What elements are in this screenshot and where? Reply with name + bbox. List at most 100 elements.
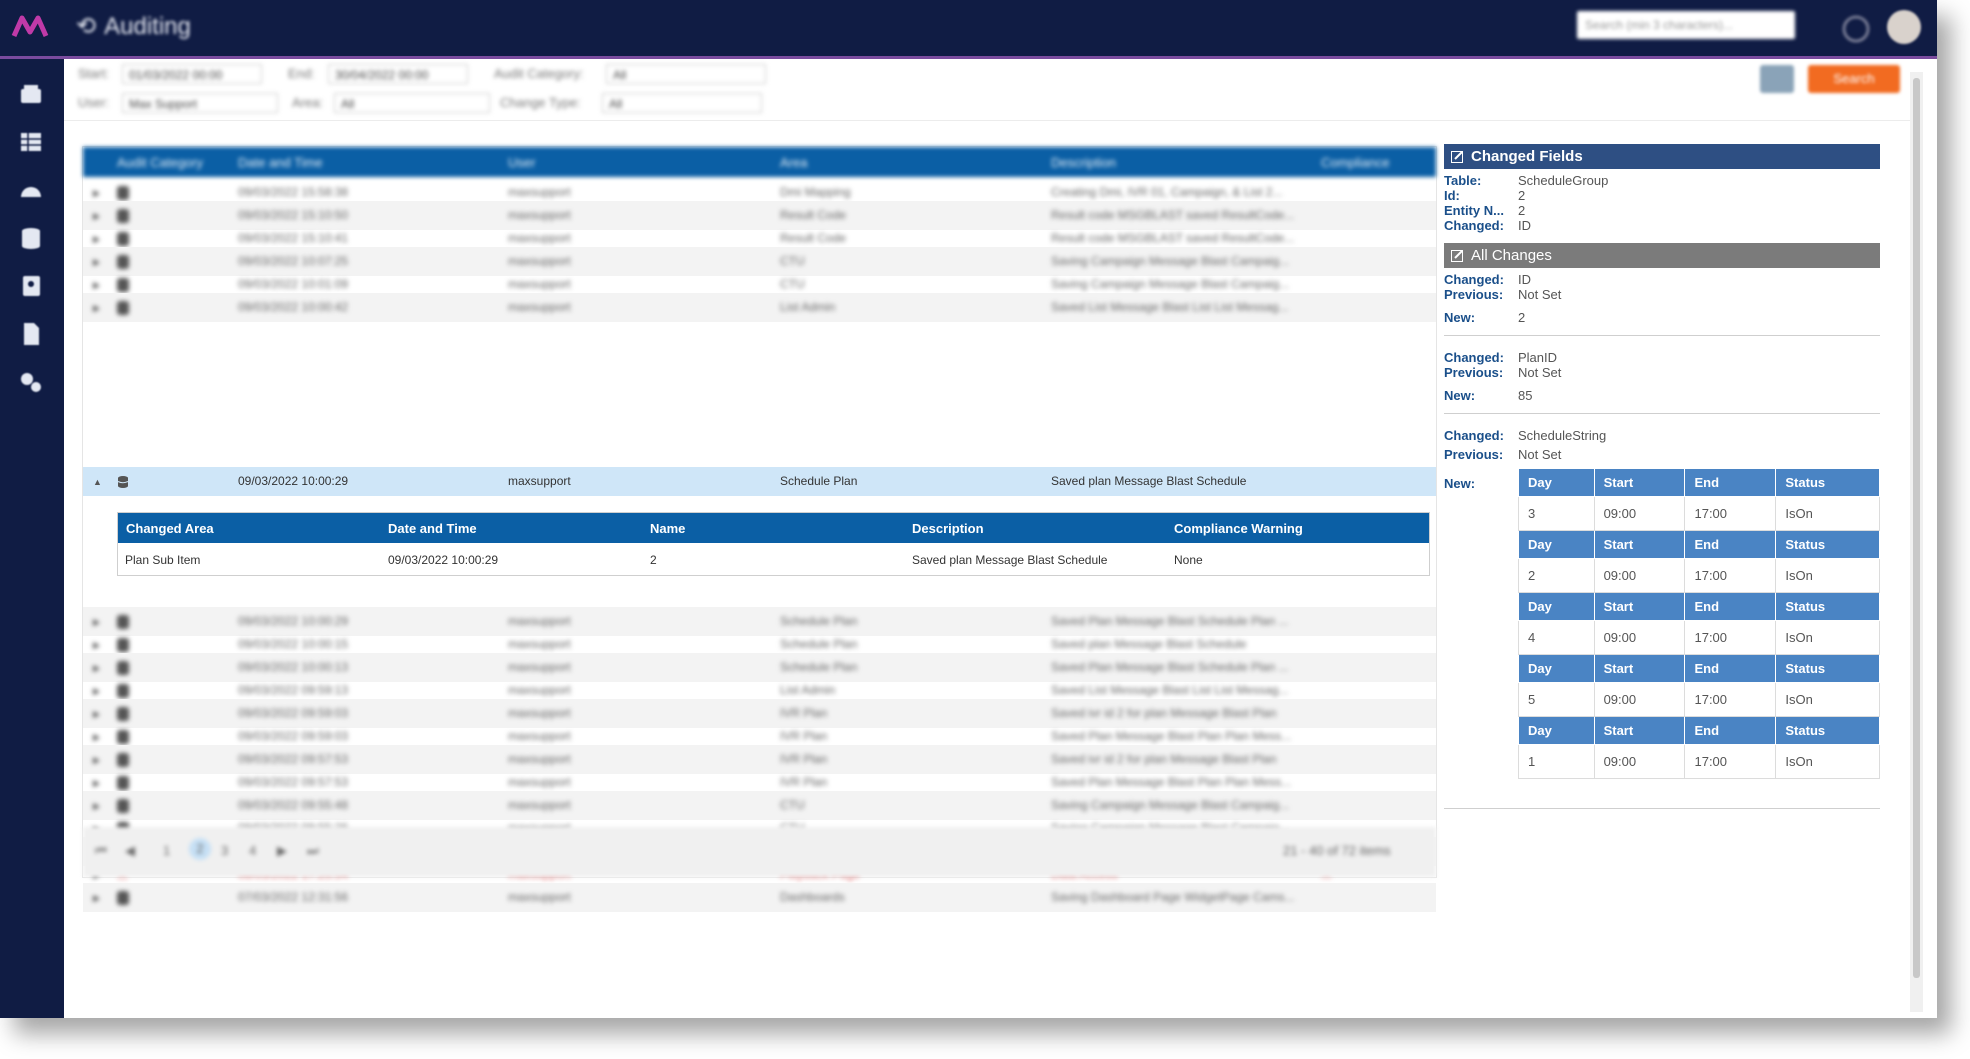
area-select[interactable]: All (334, 93, 490, 113)
table-row[interactable]: ▶ 09/03/2022 15:10:41 maxsupport Result Cod… (83, 224, 1436, 253)
database-icon (117, 661, 129, 675)
database-icon[interactable] (18, 225, 44, 251)
schedule-cell: 09:00 (1593, 620, 1686, 655)
col-header-description[interactable]: Description (1051, 155, 1117, 170)
cell-date: 09/03/2022 10:00:29 (238, 614, 349, 628)
expand-arrow-icon[interactable]: ▶ (93, 211, 100, 221)
column-menu-button[interactable] (1760, 65, 1794, 93)
table-row[interactable]: ▶ 09/03/2022 09:55:48 maxsupport CTU Saving … (83, 791, 1436, 820)
expand-arrow-icon[interactable]: ▶ (93, 663, 100, 673)
cell-date: 09/03/2022 15:10:41 (238, 231, 349, 245)
table-row[interactable]: ▶ 09/03/2022 09:59:13 maxsupport List Admin… (83, 676, 1436, 705)
schedule-header-row: Day Start End Status (1518, 592, 1880, 621)
cell-area: List Admin (780, 683, 836, 697)
kv-new: New: 2 (1444, 308, 1880, 325)
cell-area: Schedule Plan (780, 660, 858, 674)
vertical-scrollbar[interactable] (1910, 72, 1923, 1012)
page-4[interactable]: 4 (249, 843, 257, 858)
table-row-cells: ▶ 09/03/2022 10:00:13 maxsupport Schedule P… (83, 653, 1436, 682)
expand-arrow-icon[interactable]: ▶ (93, 257, 100, 267)
prev-page-icon[interactable]: ◀ (125, 843, 135, 858)
document-icon[interactable] (18, 321, 44, 347)
expand-arrow-icon[interactable]: ▶ (93, 778, 100, 788)
expand-arrow-icon[interactable]: ▶ (93, 732, 100, 742)
database-icon (117, 799, 129, 813)
expand-arrow-icon[interactable]: ▶ (93, 893, 100, 903)
expand-arrow-icon[interactable]: ▶ (93, 755, 100, 765)
expand-arrow-icon[interactable]: ▶ (93, 617, 100, 627)
expand-arrow-icon[interactable]: ▶ (93, 709, 100, 719)
table-row[interactable]: ▶ 09/03/2022 15:58:38 maxsupport Dmi Mappin… (83, 178, 1436, 207)
search-button[interactable]: Search (1808, 65, 1900, 93)
collapse-arrow-icon[interactable]: ▲ (93, 477, 102, 487)
last-page-icon[interactable]: ⏭ (307, 843, 319, 858)
table-row[interactable]: ▶ 09/03/2022 09:57:53 maxsupport IVR Plan Sa… (83, 745, 1436, 774)
table-row[interactable]: ▶ 09/03/2022 09:57:53 maxsupport IVR Plan Sa… (83, 768, 1436, 797)
cell-area: CTU (780, 798, 805, 812)
expand-arrow-icon[interactable]: ▶ (93, 280, 100, 290)
col-header-date-time[interactable]: Date and Time (238, 155, 323, 170)
database-icon (117, 707, 129, 721)
settings-gears-icon[interactable] (18, 369, 44, 395)
first-page-icon[interactable]: ⏮ (95, 843, 107, 858)
table-row[interactable]: ▶ 09/03/2022 10:00:29 maxsupport Schedule P… (83, 607, 1436, 636)
separator (1444, 335, 1880, 336)
change-type-select[interactable]: All (602, 93, 762, 113)
table-row[interactable]: ▶ 09/03/2022 10:00:42 maxsupport List Admin… (83, 293, 1436, 322)
table-row[interactable]: ▶ 09/03/2022 09:59:03 maxsupport IVR Plan Sa… (83, 699, 1436, 728)
schedule-header-row: Day Start End Status (1518, 716, 1880, 745)
avatar[interactable] (1887, 10, 1921, 44)
audit-category-label: Audit Category: (494, 66, 584, 81)
table-row-cells: ▶ 09/03/2022 15:10:50 maxsupport Result Cod… (83, 201, 1436, 230)
scrollbar-thumb[interactable] (1913, 78, 1920, 978)
table-row-selected[interactable]: ▲ 09/03/2022 10:00:29 maxsupport Schedul… (83, 467, 1436, 496)
table-row[interactable]: ▶ 09/03/2022 09:59:03 maxsupport IVR Plan Sa… (83, 722, 1436, 751)
cell-description: Saved ivr id 2 for plan Message Blast Pl… (1051, 752, 1277, 766)
schedule-row: 3 09:00 17:00 IsOn (1518, 496, 1880, 531)
page-1[interactable]: 1 (163, 843, 171, 858)
schedule-cell: 17:00 (1684, 558, 1777, 593)
schedule-header-cell: Start (1593, 530, 1686, 559)
page-3[interactable]: 3 (221, 843, 229, 858)
global-search-input[interactable]: Search (min 3 characters)... (1577, 11, 1795, 39)
changed-fields-list: Table: ScheduleGroup Id: 2 Entity N... 2 Chang… (1444, 169, 1880, 233)
expand-arrow-icon[interactable]: ▶ (93, 234, 100, 244)
start-date-input[interactable]: 01/03/2022 00:00 (122, 64, 262, 84)
home-icon[interactable] (18, 81, 44, 107)
table-row[interactable]: ▶ 09/03/2022 10:07:25 maxsupport CTU Saving … (83, 247, 1436, 276)
help-icon[interactable] (1843, 16, 1869, 42)
col-header-user[interactable]: User (508, 155, 536, 170)
expand-arrow-icon[interactable]: ▶ (93, 801, 100, 811)
next-page-icon[interactable]: ▶ (277, 843, 287, 858)
contacts-icon[interactable] (18, 273, 44, 299)
cell-date: 09/03/2022 09:57:53 (238, 752, 349, 766)
col-header-area[interactable]: Area (780, 155, 808, 170)
expand-arrow-icon[interactable]: ▶ (93, 188, 100, 198)
table-row[interactable]: ▶ 09/03/2022 10:00:13 maxsupport Schedule P… (83, 653, 1436, 682)
expand-arrow-icon[interactable]: ▶ (93, 303, 100, 313)
audit-category-select[interactable]: All (606, 64, 766, 84)
user-label: User: (78, 95, 110, 110)
table-row[interactable]: ▶ 09/03/2022 10:01:09 maxsupport CTU Saving … (83, 270, 1436, 299)
grid-icon[interactable] (18, 129, 44, 155)
table-row[interactable]: ▶ 07/03/2022 12:31:56 maxsupport Dashboards… (83, 883, 1436, 912)
user-select[interactable]: Max Support (122, 93, 278, 113)
dashboard-gauge-icon[interactable] (18, 177, 44, 203)
change-group: Changed: PlanID Previous: Not Set New: 85 (1444, 348, 1880, 414)
table-row[interactable]: ▶ 09/03/2022 10:00:15 maxsupport Schedule P… (83, 630, 1436, 659)
expand-arrow-icon[interactable]: ▶ (93, 640, 100, 650)
col-header-audit-category[interactable]: Audit Category (117, 155, 203, 170)
schedule-cell: 4 (1518, 620, 1595, 655)
filter-bar: Start: 01/03/2022 00:00 End: 30/04/2022 … (78, 62, 1908, 122)
table-row[interactable]: ▶ 09/03/2022 15:10:50 maxsupport Result Cod… (83, 201, 1436, 230)
col-header-compliance[interactable]: Compliance (1321, 155, 1390, 170)
app-logo-icon[interactable] (10, 12, 50, 42)
cell-date: 09/03/2022 09:59:03 (238, 729, 349, 743)
end-date-input[interactable]: 30/04/2022 00:00 (328, 64, 468, 84)
expand-arrow-icon[interactable]: ▶ (93, 686, 100, 696)
kv-changed: Changed: ID (1444, 270, 1880, 287)
page-2-current[interactable]: 2 (189, 838, 211, 860)
all-changes-header: All Changes (1444, 243, 1880, 268)
cell-user: maxsupport (508, 614, 571, 628)
label: Changed: (1444, 350, 1504, 365)
